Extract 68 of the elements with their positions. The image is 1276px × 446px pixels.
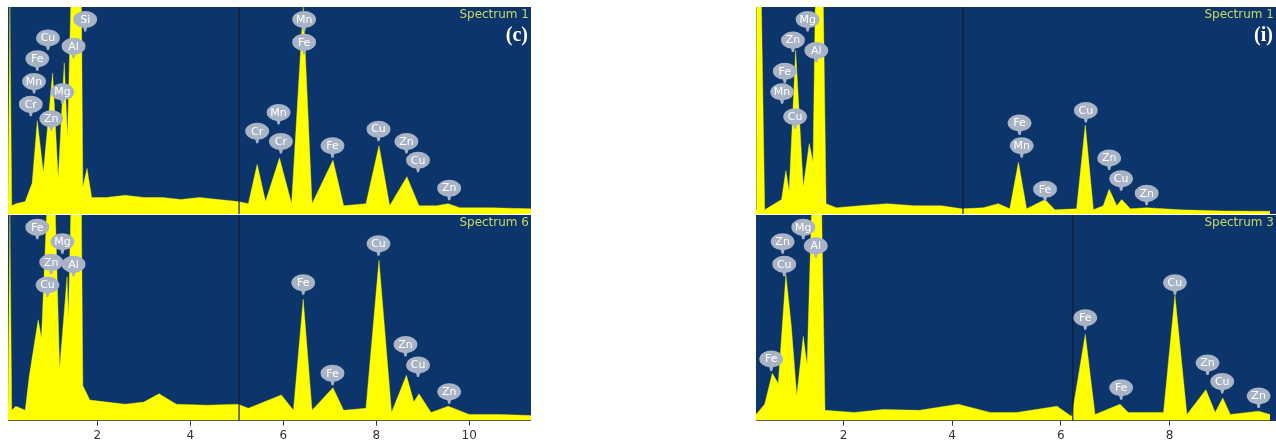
x-tick-label: 2 — [93, 427, 102, 442]
annotation: Fe — [1114, 381, 1128, 395]
annotation: Mn — [773, 85, 791, 99]
annotation: Fe — [296, 276, 310, 290]
annotation: Mg — [54, 235, 71, 249]
annotation: Fe — [1013, 116, 1027, 130]
x-tick-label: 2 — [839, 427, 848, 442]
annotation: Mn — [295, 12, 313, 26]
annotation: Cu — [410, 358, 426, 372]
annotation: Zn — [441, 181, 457, 195]
annotation: Fe — [31, 220, 44, 234]
x-tick-label: 6 — [279, 427, 288, 442]
annotation: Zn — [785, 33, 801, 47]
annotation: Spectrum 6 — [459, 215, 529, 230]
annotation: Fe — [326, 139, 339, 153]
x-tick-label: 4 — [186, 427, 195, 442]
annotation: Mg — [799, 12, 816, 26]
annotation: Mn — [1013, 139, 1030, 153]
annotation: Cr — [251, 124, 264, 138]
annotation: Zn — [43, 255, 59, 269]
annotation: Mn — [25, 74, 43, 88]
annotation: Fe — [297, 35, 311, 49]
annotation: Zn — [398, 337, 413, 351]
annotation: Si — [80, 12, 91, 26]
annotation: Al — [68, 39, 79, 53]
annotation: Zn — [775, 235, 790, 249]
annotation: Mn — [270, 105, 287, 119]
annotation: Cu — [1078, 103, 1094, 117]
annotation: Spectrum 3 — [1204, 215, 1274, 230]
annotation: Cu — [40, 31, 56, 45]
annotation: Zn — [1139, 186, 1154, 200]
annotation: Zn — [399, 134, 414, 148]
annotation: Zn — [1101, 151, 1117, 165]
x-tick-label: 10 — [461, 427, 477, 442]
annotation: Fe — [1038, 182, 1052, 196]
annotation: Spectrum 1 — [1204, 7, 1274, 22]
annotation: Cu — [371, 122, 386, 136]
annotation: Al — [810, 239, 822, 253]
annotation: Fe — [326, 366, 339, 380]
x-tick-label: 8 — [1165, 427, 1174, 442]
annotation: Mg — [795, 220, 812, 234]
annotation: Cu — [40, 278, 55, 292]
annotation: Al — [811, 43, 822, 57]
annotation: Cu — [1167, 276, 1183, 290]
annotation: Fe — [778, 64, 792, 78]
annotation: (i) — [1254, 23, 1273, 47]
annotation: Fe — [764, 352, 778, 366]
annotation: Zn — [43, 112, 59, 126]
annotation: Fe — [31, 52, 44, 66]
annotation: Cu — [1113, 172, 1129, 186]
x-tick-label: 8 — [372, 427, 381, 442]
annotation: (c) — [505, 23, 528, 47]
annotation: Cu — [776, 257, 792, 271]
annotation: Zn — [441, 385, 457, 399]
annotation: Cu — [1214, 374, 1230, 388]
x-tick-label: 4 — [948, 427, 956, 442]
annotation: Fe — [1079, 311, 1092, 325]
annotation: Al — [68, 257, 79, 271]
annotation: Zn — [1251, 389, 1266, 403]
annotation: Mg — [54, 85, 71, 99]
annotation: Cu — [787, 110, 803, 124]
annotation: Cu — [410, 153, 426, 167]
annotation: Cr — [24, 97, 38, 111]
annotation: Zn — [1200, 356, 1215, 370]
annotation: Spectrum 1 — [459, 7, 529, 22]
annotation: Cr — [274, 134, 288, 148]
x-tick-label: 6 — [1057, 427, 1065, 442]
annotation: Cu — [371, 237, 386, 251]
